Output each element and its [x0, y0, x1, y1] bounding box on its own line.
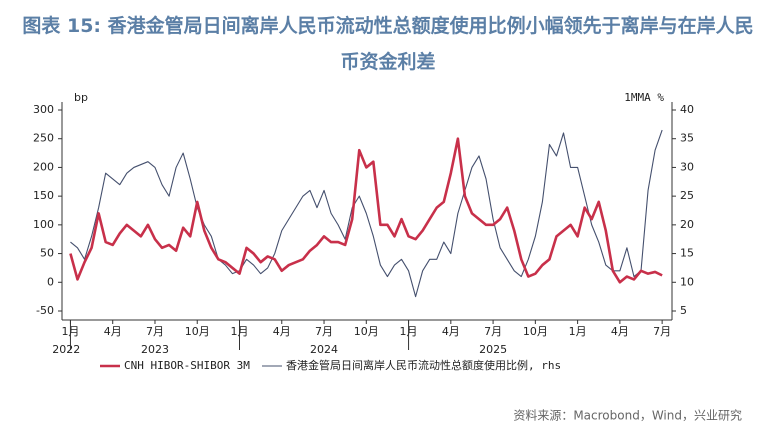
year-label: 2024: [310, 343, 338, 356]
y2-tick-label: 20: [680, 218, 694, 231]
y-tick-label: 300: [33, 103, 54, 116]
y2-tick-label: 5: [680, 304, 687, 317]
year-label: 2025: [479, 343, 507, 356]
year-label: 2022: [52, 343, 80, 356]
x-tick-label: 1月: [569, 325, 587, 338]
source: 资料来源：Macrobond，Wind，兴业研究: [513, 408, 742, 423]
legend-label: 香港金管局日间离岸人民币流动性总额度使用比例, rhs: [286, 358, 561, 372]
x-tick-label: 7月: [484, 325, 502, 338]
y2-tick-label: 15: [680, 247, 694, 260]
y-tick-label: 100: [33, 218, 54, 231]
chart-title: 图表 15: 香港金管局日间离岸人民币流动性总额度使用比例小幅领先于离岸与在岸人…: [22, 15, 754, 73]
x-tick-label: 10月: [185, 325, 210, 338]
year-label: 2023: [141, 343, 169, 356]
y2-tick-label: 25: [680, 189, 694, 202]
series-line: [69, 137, 663, 284]
y-tick-label: 0: [47, 275, 54, 288]
x-tick-label: 10月: [354, 325, 379, 338]
x-tick-label: 7月: [315, 325, 333, 338]
x-tick-label: 4月: [104, 325, 122, 338]
y-tick-label: 50: [40, 247, 54, 260]
y2-tick-label: 35: [680, 132, 694, 145]
legend-label: CNH HIBOR-SHIBOR 3M: [124, 359, 250, 372]
x-tick-label: 4月: [442, 325, 460, 338]
x-tick-label: 7月: [653, 325, 671, 338]
y2-tick-label: 40: [680, 103, 694, 116]
y-axis-unit: bp: [74, 91, 88, 104]
y-tick-label: 150: [33, 189, 54, 202]
y-tick-label: 250: [33, 132, 54, 145]
x-tick-label: 10月: [523, 325, 548, 338]
x-tick-label: 4月: [273, 325, 291, 338]
x-tick-label: 4月: [611, 325, 629, 338]
series-line: [70, 129, 663, 298]
y-tick-label: 200: [33, 160, 54, 173]
y2-axis-unit: 1MMA %: [624, 91, 664, 104]
y-tick-label: -50: [36, 304, 54, 317]
y2-tick-label: 30: [680, 160, 694, 173]
y2-tick-label: 10: [680, 275, 694, 288]
x-tick-label: 7月: [146, 325, 164, 338]
